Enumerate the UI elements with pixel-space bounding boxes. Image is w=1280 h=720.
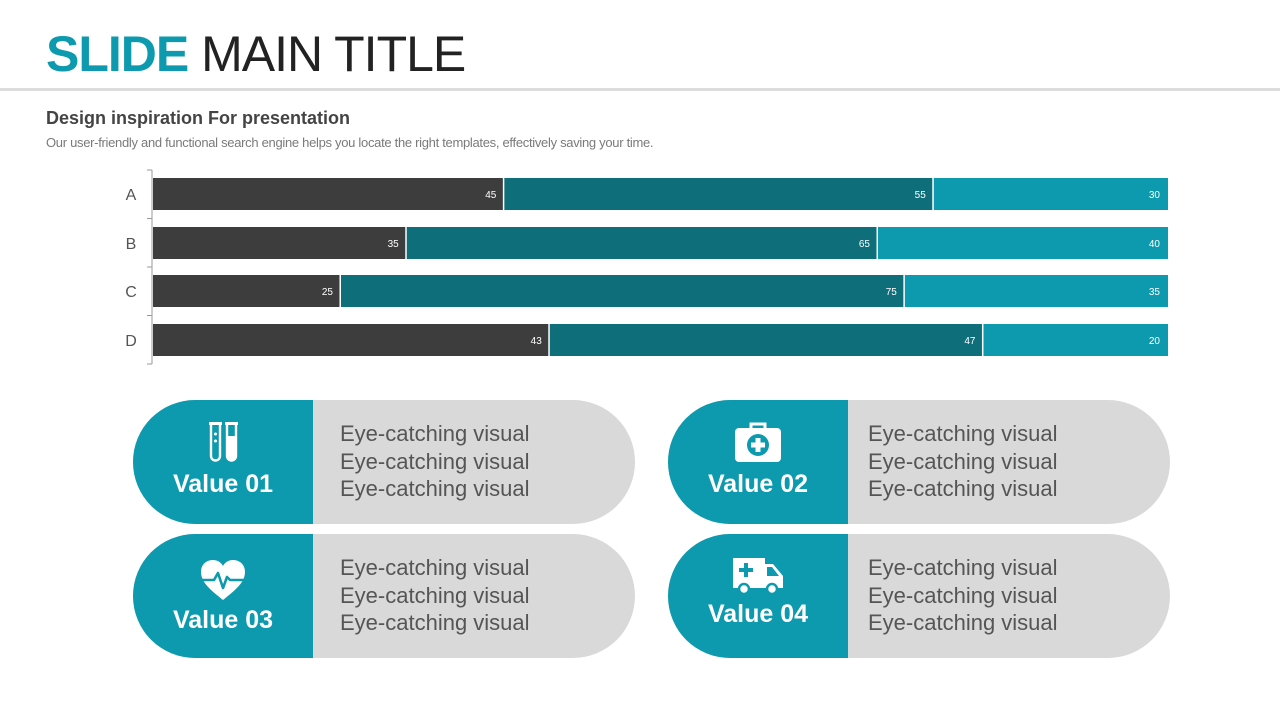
first-aid-kit-icon	[731, 420, 785, 464]
bar-segment	[340, 275, 904, 307]
value-card-2-line-3: Eye-catching visual	[868, 476, 1058, 501]
value-card-2-line-2: Eye-catching visual	[868, 448, 1058, 474]
bar-segment	[153, 178, 503, 210]
value-card-4-text: Eye-catching visual Eye-catching visual …	[868, 554, 1058, 637]
bar-segment	[504, 178, 933, 210]
bar-segment	[983, 324, 1168, 356]
value-card-1-text: Eye-catching visual Eye-catching visual …	[340, 420, 530, 503]
bar-segment	[878, 227, 1168, 259]
bar-value-label: 55	[915, 190, 927, 201]
value-card-4: Value 04 Eye-catching visual Eye-catchin…	[668, 534, 1170, 658]
bar-value-label: 25	[322, 287, 334, 298]
value-card-3-text: Eye-catching visual Eye-catching visual …	[340, 554, 530, 637]
value-card-3-badge: Value 03	[133, 534, 313, 658]
heart-pulse-icon	[196, 558, 250, 602]
value-card-1-line-2: Eye-catching visual	[340, 448, 530, 474]
category-label: D	[125, 333, 137, 350]
bar-value-label: 43	[531, 336, 543, 347]
value-card-4-line-1: Eye-catching visual	[868, 555, 1058, 580]
value-card-1-badge: Value 01	[133, 400, 313, 524]
section-description: Our user-friendly and functional search …	[46, 135, 654, 150]
slide-title-bold: SLIDE	[46, 26, 189, 82]
value-card-3-label: Value 03	[172, 606, 274, 634]
slide-title-rest: MAIN TITLE	[201, 26, 466, 82]
stacked-bar-chart: A 45 55 30 B 35 65 40 C 25 75 35 D 43 47 20	[125, 169, 1168, 365]
bar-value-label: 65	[859, 239, 871, 250]
bar-segment	[153, 275, 340, 307]
bar-segment	[153, 227, 406, 259]
bar-segment	[549, 324, 982, 356]
value-card-2: Value 02 Eye-catching visual Eye-catchin…	[668, 400, 1170, 524]
value-card-4-line-3: Eye-catching visual	[868, 610, 1058, 635]
value-card-1-line-1: Eye-catching visual	[340, 421, 530, 446]
bar-value-label: 75	[886, 287, 898, 298]
value-card-1: Value 01 Eye-catching visual Eye-catchin…	[133, 400, 635, 524]
slide-title: SLIDE MAIN TITLE	[46, 26, 466, 82]
value-card-2-label: Value 02	[707, 470, 809, 498]
title-divider	[0, 88, 1280, 91]
value-card-1-line-3: Eye-catching visual	[340, 476, 530, 501]
bar-segment	[933, 178, 1168, 210]
value-card-2-badge: Value 02	[668, 400, 848, 524]
value-card-4-line-2: Eye-catching visual	[868, 582, 1058, 608]
value-card-1-label: Value 01	[172, 470, 274, 498]
bar-value-label: 40	[1149, 239, 1161, 250]
bar-value-label: 30	[1149, 190, 1161, 201]
bar-segment	[153, 324, 549, 356]
bar-value-label: 47	[964, 336, 976, 347]
bar-value-label: 45	[485, 190, 497, 201]
value-card-3-line-3: Eye-catching visual	[340, 610, 530, 635]
value-card-2-line-1: Eye-catching visual	[868, 421, 1058, 446]
value-card-2-text: Eye-catching visual Eye-catching visual …	[868, 420, 1058, 503]
value-card-3-line-2: Eye-catching visual	[340, 582, 530, 608]
value-card-3: Value 03 Eye-catching visual Eye-catchin…	[133, 534, 635, 658]
bar-value-label: 35	[1149, 287, 1161, 298]
bar-segment	[904, 275, 1168, 307]
bar-segment	[406, 227, 877, 259]
bar-value-label: 20	[1149, 336, 1161, 347]
ambulance-icon	[731, 552, 785, 596]
value-card-4-badge: Value 04	[668, 534, 848, 658]
category-label: B	[126, 236, 137, 253]
value-card-4-label: Value 04	[707, 600, 809, 628]
bar-value-label: 35	[388, 239, 400, 250]
category-label: A	[126, 187, 137, 204]
category-label: C	[125, 284, 137, 301]
test-tubes-icon	[196, 420, 250, 464]
section-subtitle: Design inspiration For presentation	[46, 108, 351, 128]
value-card-3-line-1: Eye-catching visual	[340, 555, 530, 580]
